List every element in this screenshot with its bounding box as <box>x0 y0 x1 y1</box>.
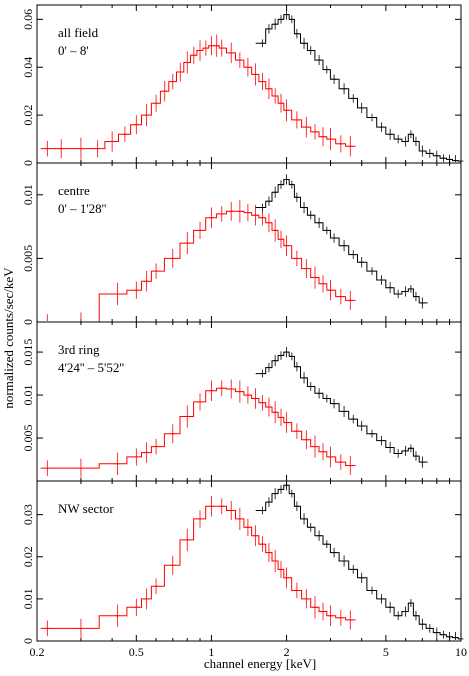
x-tick-label: 10 <box>455 645 467 659</box>
model-line-black <box>255 14 461 162</box>
y-tick-label: 0.06 <box>21 9 35 30</box>
panel-label: 4'24'' – 5'52'' <box>58 360 124 375</box>
y-tick-label: 0.03 <box>21 504 35 525</box>
x-tick-label: 2 <box>284 645 290 659</box>
panel-frame <box>36 321 462 482</box>
panel-4: 0 0.01 0.02 0.03 NW sector <box>21 480 464 644</box>
panel-label: 0' – 8' <box>58 43 89 58</box>
y-tick-label: 0 <box>21 160 35 166</box>
y-tick-label: 0.01 <box>21 184 35 205</box>
y-tick-label: 0.01 <box>21 385 35 406</box>
panel-3: 0.005 0.01 0.015 3rd ring 4'24'' – 5'52'' <box>21 321 462 482</box>
y-tick-label: 0.04 <box>21 57 35 78</box>
model-line-black <box>255 179 428 304</box>
panel-label: 0' – 1'28'' <box>58 201 106 216</box>
panel-1: 0 0.02 0.04 0.06 all field 0' – 8' <box>21 4 464 166</box>
y-tick-label: 0 <box>21 319 35 325</box>
panel-frame <box>36 162 462 323</box>
y-tick-label: 0.005 <box>21 245 35 272</box>
panel-label: centre <box>58 183 90 198</box>
x-tick-label: 0.5 <box>129 645 144 659</box>
y-tick-label: 0.015 <box>21 339 35 366</box>
y-tick-label: 0 <box>21 638 35 644</box>
panel-frame <box>36 480 462 642</box>
model-line-red <box>40 45 356 150</box>
model-line-red <box>40 210 356 323</box>
panel-label: all field <box>58 25 99 40</box>
panel-2: 0 0.005 0.01 centre 0' – 1'28'' <box>21 162 462 325</box>
model-line-red <box>40 505 356 629</box>
panel-label: 3rd ring <box>58 342 100 357</box>
panel-label: NW sector <box>58 501 114 516</box>
x-tick-label: 5 <box>383 645 389 659</box>
model-line-black <box>255 351 428 463</box>
y-tick-label: 0.02 <box>21 546 35 567</box>
model-line-red <box>40 387 356 469</box>
y-tick-label: 0.01 <box>21 588 35 609</box>
x-tick-label: 1 <box>208 645 214 659</box>
y-axis-label: normalized counts/sec/keV <box>1 267 16 409</box>
panels: 0 0.02 0.04 0.06 all field 0' – 8' 0 0.005 0.01 c… <box>21 4 467 659</box>
x-tick-label: 0.2 <box>30 645 45 659</box>
y-tick-label: 0.005 <box>21 425 35 452</box>
model-line-black <box>255 484 461 640</box>
x-axis-label: channel energy [keV] <box>204 656 316 671</box>
y-tick-label: 0.02 <box>21 105 35 126</box>
